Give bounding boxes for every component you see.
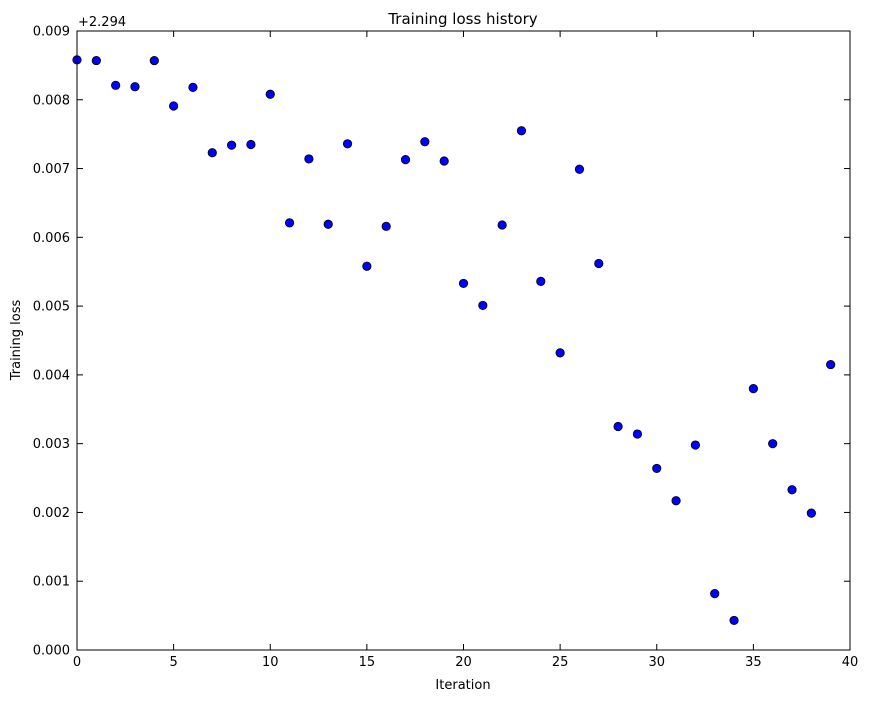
y-tick-label: 0.005 xyxy=(33,300,70,315)
data-point xyxy=(323,219,333,229)
data-point xyxy=(632,429,643,439)
y-tick-label: 0.000 xyxy=(33,644,70,659)
y-axis-label: Training loss xyxy=(9,300,24,382)
data-point xyxy=(91,55,101,66)
y-tick-label: 0.008 xyxy=(33,93,70,108)
data-point xyxy=(458,278,469,289)
y-tick-label: 0.009 xyxy=(33,25,70,40)
x-tick-label: 10 xyxy=(262,655,279,670)
data-point xyxy=(594,258,604,269)
x-tick-label: 30 xyxy=(648,655,665,670)
data-point xyxy=(284,218,295,228)
data-point xyxy=(207,148,217,158)
data-point xyxy=(130,82,140,92)
y-offset-label: +2.294 xyxy=(78,15,126,30)
x-tick-label: 40 xyxy=(842,655,859,670)
data-point xyxy=(478,300,488,311)
data-point xyxy=(420,137,430,147)
y-tick-label: 0.001 xyxy=(33,575,70,590)
data-point xyxy=(227,140,237,150)
x-tick-label: 0 xyxy=(73,655,81,670)
data-point xyxy=(246,139,256,150)
data-point xyxy=(516,126,527,136)
y-tick-label: 0.006 xyxy=(33,231,70,246)
y-tick-label: 0.007 xyxy=(33,162,70,177)
data-points xyxy=(72,55,836,626)
data-point xyxy=(826,359,836,370)
data-point xyxy=(169,101,179,111)
x-tick-label: 20 xyxy=(455,655,472,670)
data-point xyxy=(265,89,275,99)
x-tick-label: 15 xyxy=(359,655,376,670)
x-axis-label: Iteration xyxy=(435,678,490,693)
data-point xyxy=(729,615,739,626)
data-point xyxy=(574,164,585,174)
plot-frame xyxy=(76,30,851,651)
data-point xyxy=(748,384,758,394)
data-point xyxy=(768,439,778,449)
x-tick-label: 35 xyxy=(745,655,762,670)
data-point xyxy=(439,156,449,166)
data-point xyxy=(362,261,372,271)
x-tick-label: 25 xyxy=(552,655,569,670)
data-point xyxy=(671,496,681,506)
x-tick-label: 5 xyxy=(169,655,177,670)
axis-ticks: 0 5 10 15 20 25 30 35 40 0.000 0.001 0.002 0.003 0.00… xyxy=(33,25,858,671)
data-point xyxy=(613,421,623,432)
y-tick-label: 0.004 xyxy=(33,368,70,383)
data-point xyxy=(400,155,411,165)
data-point xyxy=(188,82,198,92)
data-point xyxy=(304,154,314,164)
y-tick-label: 0.002 xyxy=(33,506,70,521)
data-point xyxy=(381,221,391,231)
y-tick-label: 0.003 xyxy=(33,437,70,452)
data-point xyxy=(555,348,565,358)
data-point xyxy=(111,80,121,90)
data-point xyxy=(149,55,159,66)
chart-title: Training loss history xyxy=(387,10,537,28)
data-point xyxy=(710,589,720,599)
data-point xyxy=(536,276,546,286)
data-point xyxy=(690,440,701,450)
data-point xyxy=(806,508,816,518)
data-point xyxy=(342,139,353,149)
data-point xyxy=(497,220,507,230)
data-point xyxy=(652,463,662,474)
data-point xyxy=(787,485,797,495)
